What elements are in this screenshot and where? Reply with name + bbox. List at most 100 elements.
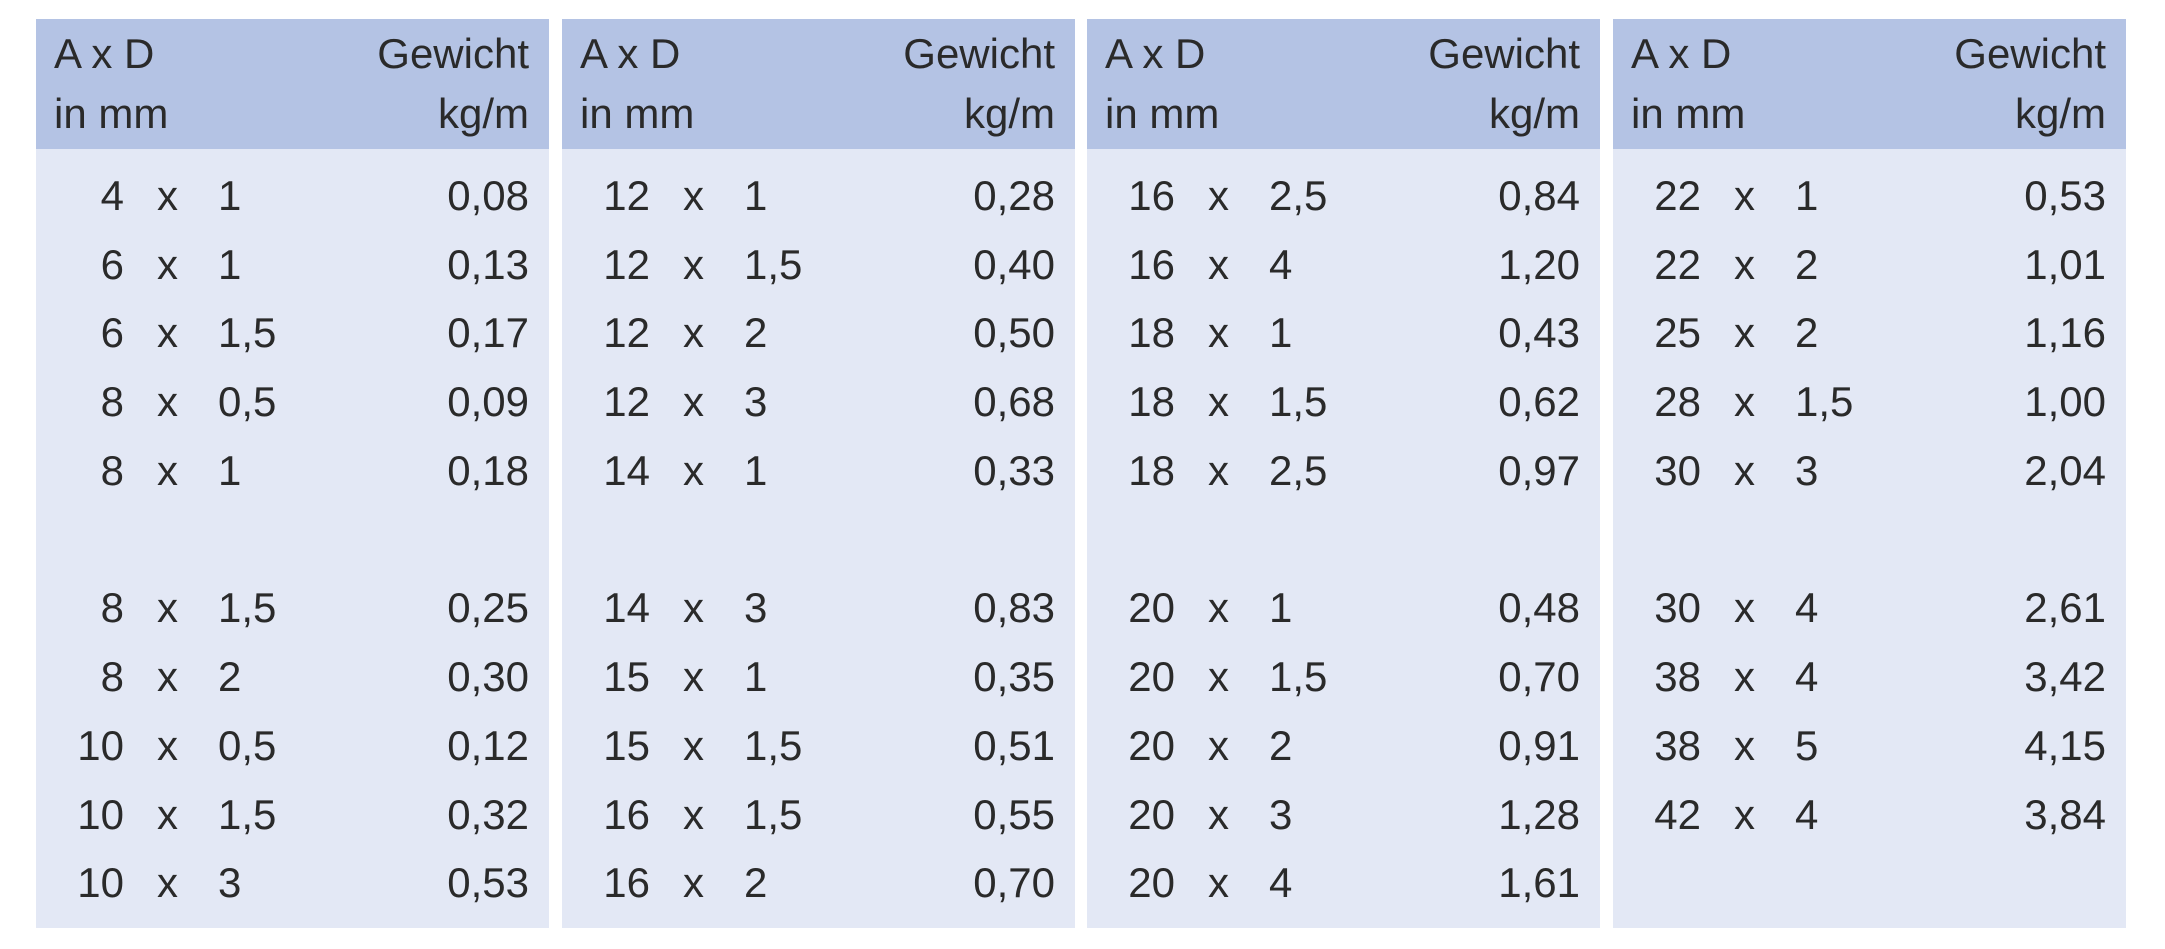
table-header: A x D in mm Gewicht kg/m (1613, 19, 2126, 149)
cell-weight: 1,16 (2024, 309, 2106, 356)
cell-a: 15 (603, 653, 650, 700)
cell-weight: 0,09 (447, 378, 529, 425)
cell-weight: 3,42 (2024, 653, 2106, 700)
cell-d: 3 (744, 378, 768, 425)
cell-x: x (1734, 722, 1755, 769)
cell-x: x (683, 653, 704, 700)
cell-x: x (157, 241, 178, 288)
cell-x: x (683, 859, 704, 906)
header-label: kg/m (2014, 90, 2106, 137)
cell-d: 4 (1795, 791, 1819, 838)
cell-a: 20 (1128, 584, 1175, 631)
cell-x: x (157, 584, 178, 631)
cell-a: 18 (1128, 447, 1175, 494)
cell-d: 1,5 (1795, 378, 1854, 425)
cell-d: 1,5 (218, 791, 277, 838)
cell-d: 1,5 (1269, 378, 1328, 425)
table-header: A x D in mm Gewicht kg/m (36, 19, 549, 149)
header-label: Gewicht (1428, 30, 1580, 77)
cell-x: x (1208, 653, 1229, 700)
header-label: A x D (580, 30, 681, 77)
cell-d: 3 (744, 584, 768, 631)
table-header: A x D in mm Gewicht kg/m (1087, 19, 1600, 149)
cell-a: 8 (100, 447, 124, 494)
cell-a: 22 (1654, 241, 1701, 288)
cell-x: x (1208, 859, 1229, 906)
cell-x: x (157, 722, 178, 769)
cell-x: x (157, 378, 178, 425)
cell-d: 4 (1795, 653, 1819, 700)
cell-weight: 4,15 (2024, 722, 2106, 769)
cell-a: 12 (603, 378, 650, 425)
cell-d: 4 (1795, 584, 1819, 631)
header-label: in mm (580, 90, 695, 137)
header-label: A x D (1631, 30, 1732, 77)
cell-a: 8 (100, 584, 124, 631)
cell-a: 22 (1654, 172, 1701, 219)
cell-x: x (683, 447, 704, 494)
cell-weight: 1,00 (2024, 378, 2106, 425)
cell-d: 1 (744, 653, 768, 700)
cell-a: 15 (603, 722, 650, 769)
cell-weight: 0,84 (1498, 172, 1580, 219)
cell-weight: 1,01 (2024, 241, 2106, 288)
cell-weight: 0,25 (447, 584, 529, 631)
cell-a: 16 (1128, 172, 1175, 219)
header-label: kg/m (1488, 90, 1580, 137)
cell-x: x (1208, 378, 1229, 425)
header-label: kg/m (437, 90, 529, 137)
cell-x: x (1208, 584, 1229, 631)
cell-d: 1 (218, 172, 242, 219)
cell-weight: 0,13 (447, 241, 529, 288)
cell-d: 1,5 (1269, 653, 1328, 700)
cell-x: x (157, 791, 178, 838)
cell-x: x (1208, 791, 1229, 838)
cell-a: 14 (603, 447, 650, 494)
cell-x: x (1208, 172, 1229, 219)
cell-a: 20 (1128, 791, 1175, 838)
cell-a: 16 (603, 791, 650, 838)
cell-d: 1 (1795, 172, 1819, 219)
cell-d: 3 (218, 859, 242, 906)
cell-weight: 3,84 (2024, 791, 2106, 838)
cell-d: 1,5 (218, 309, 277, 356)
cell-a: 4 (100, 172, 124, 219)
cell-weight: 0,91 (1498, 722, 1580, 769)
cell-a: 16 (603, 859, 650, 906)
cell-d: 1 (218, 447, 242, 494)
cell-weight: 0,97 (1498, 447, 1580, 494)
cell-x: x (157, 309, 178, 356)
cell-weight: 2,04 (2024, 447, 2106, 494)
cell-x: x (157, 172, 178, 219)
cell-a: 20 (1128, 653, 1175, 700)
cell-weight: 0,35 (973, 653, 1055, 700)
cell-d: 4 (1269, 241, 1293, 288)
cell-d: 2 (744, 309, 768, 356)
cell-weight: 1,20 (1498, 241, 1580, 288)
cell-weight: 0,70 (1498, 653, 1580, 700)
header-label: in mm (1631, 90, 1746, 137)
cell-d: 1 (218, 241, 242, 288)
cell-x: x (1734, 584, 1755, 631)
cell-weight: 0,28 (973, 172, 1055, 219)
cell-d: 2 (744, 859, 768, 906)
cell-weight: 0,17 (447, 309, 529, 356)
cell-a: 12 (603, 172, 650, 219)
cell-weight: 0,32 (447, 791, 529, 838)
cell-d: 3 (1269, 791, 1293, 838)
cell-d: 2 (1269, 722, 1293, 769)
cell-x: x (157, 859, 178, 906)
cell-a: 25 (1654, 309, 1701, 356)
header-label: in mm (54, 90, 169, 137)
header-label: A x D (1105, 30, 1206, 77)
cell-x: x (683, 378, 704, 425)
cell-weight: 0,70 (973, 859, 1055, 906)
cell-weight: 0,08 (447, 172, 529, 219)
cell-x: x (1734, 172, 1755, 219)
cell-x: x (157, 653, 178, 700)
cell-a: 18 (1128, 309, 1175, 356)
